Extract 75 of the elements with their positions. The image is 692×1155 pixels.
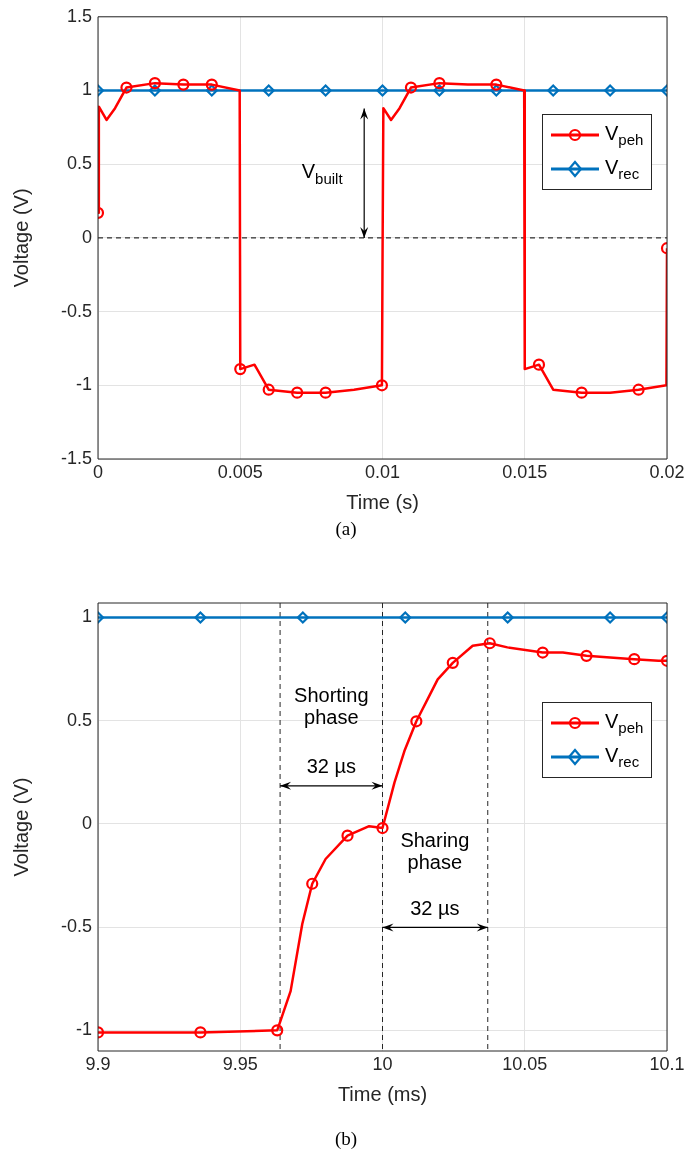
x-tick-label: 10.1	[649, 1053, 685, 1074]
point	[120, 81, 133, 94]
point	[547, 84, 560, 97]
point	[262, 383, 275, 396]
point	[234, 362, 247, 376]
point	[319, 386, 332, 399]
x-tick-label: 0.02	[649, 461, 685, 482]
text: (a)	[334, 518, 358, 540]
point	[532, 358, 546, 371]
point	[296, 611, 309, 624]
x-tick-label: 10	[372, 1053, 393, 1074]
point	[319, 84, 332, 97]
x-axis-title: Time (s)	[346, 490, 419, 513]
x-tick-label: 9.9	[85, 1053, 111, 1074]
point	[490, 78, 503, 91]
y-axis-title: Voltage (V)	[9, 777, 32, 877]
point	[536, 646, 549, 659]
legend-label: V$_{rec}$	[605, 743, 640, 770]
point	[194, 611, 207, 624]
y-tick-label: -1	[75, 1019, 92, 1040]
point	[632, 383, 645, 396]
point	[271, 1024, 284, 1037]
text: (b)	[333, 1128, 359, 1150]
x-axis-title: Time (ms)	[337, 1082, 428, 1105]
point	[376, 84, 389, 97]
point	[262, 84, 275, 97]
y-tick-label: 0	[81, 812, 92, 833]
point	[410, 715, 423, 728]
y-tick-label: -0.5	[60, 300, 92, 321]
point	[205, 84, 218, 97]
point	[375, 379, 389, 392]
annotation: 32 µs	[410, 896, 460, 919]
point	[177, 78, 190, 91]
legend-label: V$_{peh}$	[605, 122, 644, 149]
legend-label: V$_{peh}$	[605, 709, 644, 736]
point	[205, 78, 218, 91]
x-tick-label: 0.01	[364, 461, 401, 482]
y-tick-label: 1	[81, 79, 92, 100]
point	[628, 653, 641, 666]
point	[148, 77, 161, 90]
legend-label: V$_{rec}$	[605, 156, 640, 183]
y-tick-label: -1.5	[60, 447, 92, 468]
x-tick-label: 10.05	[502, 1053, 548, 1074]
y-tick-label: 0.5	[66, 153, 92, 174]
point	[433, 77, 446, 90]
point	[501, 611, 514, 624]
x-tick-label: 0.005	[217, 461, 263, 482]
x-tick-label: 0.015	[502, 461, 548, 482]
y-tick-label: 0	[81, 226, 92, 247]
point	[575, 386, 588, 399]
y-tick-label: -1	[75, 374, 92, 395]
point	[404, 81, 418, 94]
y-tick-label: 0.5	[66, 709, 92, 730]
x-tick-label: 9.95	[222, 1053, 258, 1074]
point	[446, 656, 459, 669]
annotation: 32 µs	[306, 755, 356, 778]
point	[490, 84, 503, 97]
y-tick-label: 1.5	[66, 5, 92, 26]
y-tick-label: 1	[81, 606, 92, 627]
point	[376, 821, 389, 835]
annotation: Shorting phase	[294, 683, 369, 728]
y-tick-label: -0.5	[60, 916, 92, 937]
point	[433, 84, 446, 97]
point	[148, 84, 161, 97]
point	[604, 84, 617, 97]
point	[483, 637, 496, 650]
point	[580, 649, 593, 662]
point	[306, 877, 319, 890]
point	[194, 1026, 207, 1039]
annotation: Sharing phase	[400, 829, 470, 874]
y-axis-title: Voltage (V)	[9, 188, 32, 288]
point	[291, 386, 304, 399]
point	[604, 611, 617, 624]
point	[399, 611, 412, 624]
point	[341, 829, 354, 842]
